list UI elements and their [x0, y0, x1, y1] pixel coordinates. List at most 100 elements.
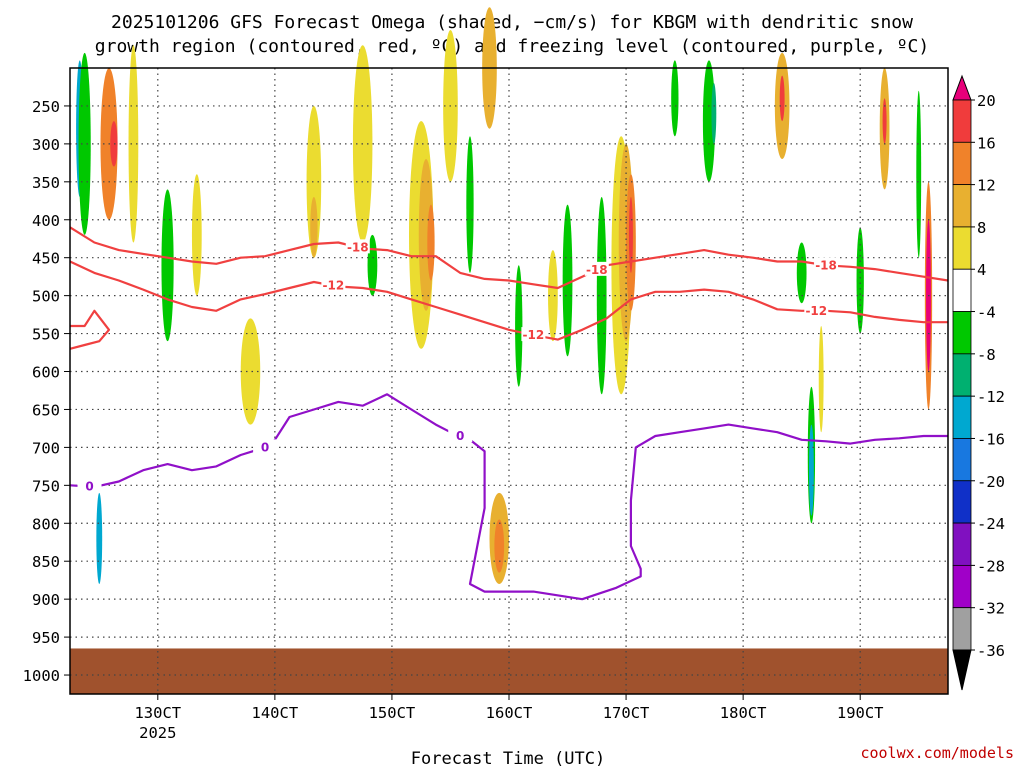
- omega-blob: [562, 204, 573, 357]
- colorbar-label: -28: [977, 557, 1005, 575]
- plot-area: -18 -18 -18 -12 -12 -12 0 0 0: [69, 7, 949, 695]
- colorbar-label: 16: [977, 134, 996, 152]
- x-tick-label: 160CT: [486, 704, 533, 722]
- colorbar-swatch: [952, 480, 972, 524]
- colorbar-swatch: [952, 564, 972, 609]
- colorbar-swatch: [952, 141, 972, 186]
- chart-title-line2: growth region (contoured, red, ºC) and f…: [95, 36, 929, 57]
- contour-label: 0: [261, 440, 269, 454]
- contour-label: -18: [347, 240, 369, 254]
- grid-lines: [70, 68, 948, 694]
- omega-blob: [818, 325, 824, 433]
- x-tick-label: 150CT: [369, 704, 416, 722]
- contour-label: -12: [523, 328, 545, 342]
- omega-blob: [110, 121, 118, 167]
- colorbar-label: 4: [977, 261, 986, 279]
- colorbar-swatch: [952, 311, 972, 355]
- contour-label: -18: [586, 263, 608, 277]
- y-tick-label: 300: [32, 136, 60, 154]
- contour-label: -12: [323, 279, 345, 293]
- y-tick-label: 650: [32, 401, 60, 419]
- x-tick-label: 130CT: [134, 704, 181, 722]
- y-tick-label: 800: [32, 515, 60, 533]
- contour-label-bg: [345, 239, 370, 254]
- colorbar-swatch: [952, 226, 972, 270]
- x-tick-year: 2025: [139, 724, 176, 742]
- omega-blob: [191, 174, 202, 296]
- omega-blob: [596, 196, 607, 395]
- y-tick-label: 500: [32, 288, 60, 306]
- colorbar-label: -4: [977, 304, 996, 322]
- y-tick-label: 1000: [23, 667, 60, 685]
- colorbar-swatch: [952, 184, 972, 228]
- colorbar: 20 16 12 8 4 -4 -8 -12 -16 -20 -24 -28 -32 -36: [952, 74, 1005, 691]
- y-axis-ticks: 250 300 350 400 450 500 550 600 650 700 750 800 850 9…: [23, 98, 70, 685]
- omega-blob: [240, 318, 261, 425]
- colorbar-swatch: [952, 395, 972, 439]
- colorbar-swatch: [952, 607, 972, 651]
- omega-blob: [779, 75, 785, 122]
- omega-blob: [161, 189, 174, 342]
- omega-blob: [796, 242, 807, 304]
- contour-line: [69, 393, 948, 601]
- omega-blob: [548, 250, 558, 342]
- contour-lines: -18 -18 -18 -12 -12 -12 0 0 0: [69, 226, 949, 601]
- omega-blob: [310, 196, 318, 258]
- colorbar-swatch: [952, 99, 972, 143]
- colorbar-bottom-arrow: [952, 649, 972, 691]
- contour-label-bg: [448, 428, 473, 443]
- colorbar-label: 20: [977, 92, 996, 110]
- omega-blob: [856, 227, 864, 334]
- y-tick-label: 600: [32, 364, 60, 382]
- contour-label-bg: [584, 261, 609, 276]
- colorbar-label: -32: [977, 600, 1005, 618]
- y-tick-label: 700: [32, 439, 60, 457]
- x-tick-label: 190CT: [837, 704, 884, 722]
- omega-blob: [808, 424, 814, 516]
- y-tick-label: 750: [32, 477, 60, 495]
- y-tick-label: 900: [32, 591, 60, 609]
- y-tick-label: 350: [32, 174, 60, 192]
- omega-blob: [882, 98, 887, 144]
- contour-label: -18: [815, 258, 837, 272]
- contour-label-bg: [77, 478, 102, 493]
- omega-blob: [466, 136, 474, 273]
- contour-label-bg: [321, 277, 346, 292]
- omega-blob: [427, 204, 435, 281]
- omega-blob: [702, 60, 716, 182]
- omega-blob: [916, 90, 922, 258]
- colorbar-label: -36: [977, 642, 1005, 660]
- omega-blob: [628, 196, 633, 273]
- omega-blob: [78, 52, 91, 235]
- contour-label: 0: [456, 429, 464, 443]
- colorbar-label: -16: [977, 430, 1005, 448]
- x-tick-label: 140CT: [252, 704, 299, 722]
- colorbar-label: 12: [977, 177, 996, 195]
- x-tick-label: 180CT: [720, 704, 767, 722]
- omega-blob: [711, 83, 717, 144]
- colorbar-swatch: [952, 438, 972, 482]
- y-tick-label: 250: [32, 98, 60, 116]
- credit-link[interactable]: coolwx.com/models: [860, 744, 1014, 762]
- colorbar-label: -20: [977, 473, 1005, 491]
- chart-title-line1: 2025101206 GFS Forecast Omega (shaded, −…: [111, 12, 913, 33]
- colorbar-label: -8: [977, 346, 996, 364]
- x-tick-label: 170CT: [603, 704, 650, 722]
- colorbar-label: 8: [977, 219, 986, 237]
- omega-shading: [76, 7, 933, 584]
- contour-label-bg: [253, 439, 278, 454]
- y-tick-label: 950: [32, 629, 60, 647]
- contour-label-bg: [814, 257, 839, 272]
- contour-label-bg: [521, 327, 546, 342]
- contour-line: [69, 260, 948, 341]
- contour-label-bg: [804, 302, 829, 317]
- colorbar-label: -12: [977, 388, 1005, 406]
- contour-line: [69, 309, 111, 350]
- colorbar-swatch: [952, 522, 972, 566]
- colorbar-swatch: [952, 353, 972, 397]
- y-tick-label: 550: [32, 326, 60, 344]
- omega-blob: [128, 45, 139, 243]
- contour-label: -12: [805, 304, 827, 318]
- colorbar-top-arrow: [952, 74, 972, 101]
- colorbar-swatch: [952, 268, 972, 312]
